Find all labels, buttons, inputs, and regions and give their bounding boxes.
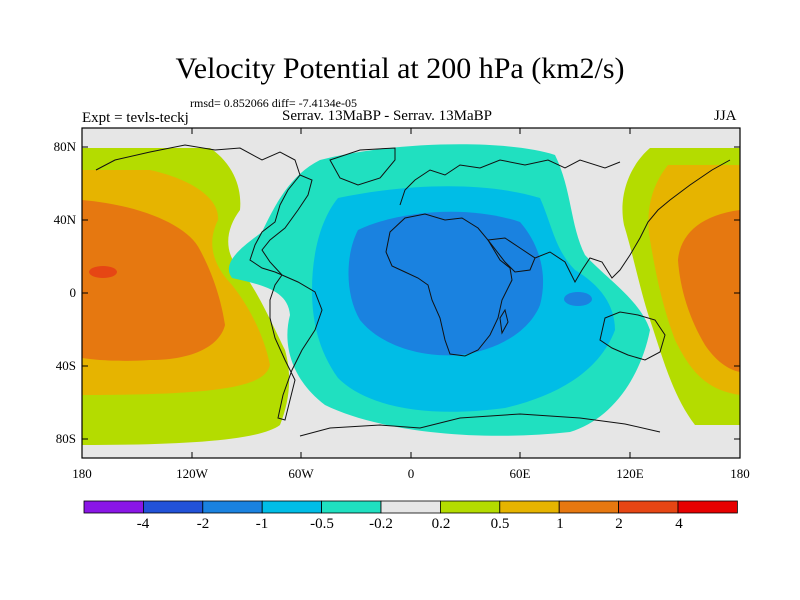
lon-label-120w: 120W <box>176 466 208 481</box>
lon-label-180w: 180 <box>72 466 92 481</box>
lon-label-180e: 180 <box>730 466 750 481</box>
colorbar-swatch <box>558 500 620 514</box>
field-orange-east <box>678 210 740 372</box>
coast-antarctica <box>299 413 661 437</box>
lon-label-120e: 120E <box>616 466 644 481</box>
colorbar-label: 2 <box>615 516 623 532</box>
colorbar-swatch <box>202 500 263 514</box>
colorbar-swatch <box>439 500 501 514</box>
coast-greenland <box>329 147 396 186</box>
lat-label-80s: 80S <box>55 431 76 446</box>
plot-title: Velocity Potential at 200 hPa (km2/s) <box>175 52 625 85</box>
experiment-subtitle: Serrav. 13MaBP - Serrav. 13MaBP <box>282 108 492 124</box>
colorbar <box>83 500 738 514</box>
colorbar-swatch <box>83 500 144 514</box>
colorbar-label: -2 <box>196 516 210 532</box>
coast-europe <box>399 159 621 206</box>
colorbar-swatch <box>142 500 204 514</box>
stats-label: rmsd= 0.852066 diff= -7.4134e-05 <box>190 96 357 110</box>
coast-south-america <box>269 274 323 421</box>
colorbar-label: 0.2 <box>431 516 451 532</box>
colorbar-swatch <box>677 500 738 514</box>
season-label: JJA <box>714 108 737 124</box>
field-orange-west <box>82 200 225 361</box>
lat-label-40n: 40N <box>53 212 76 227</box>
colorbar-label: -1 <box>255 516 269 532</box>
colorbar-label: 0.5 <box>490 516 510 532</box>
lat-label-40s: 40S <box>55 358 76 373</box>
field-red-west <box>89 266 117 278</box>
velocity-field <box>82 128 740 458</box>
lat-label-80n: 80N <box>53 139 76 154</box>
coast-arabia <box>487 237 536 273</box>
colorbar-swatch <box>380 500 441 514</box>
colorbar-label: -0.5 <box>310 516 334 532</box>
colorbar-label: 4 <box>675 516 683 532</box>
coast-africa <box>385 213 513 357</box>
tick-marks <box>82 128 740 458</box>
colorbar-label: 1 <box>556 516 564 532</box>
field-blue <box>348 211 544 356</box>
coastlines <box>95 144 731 437</box>
experiment-label: Expt = tevls-teckj <box>82 110 189 126</box>
colorbar-label: -4 <box>136 516 150 532</box>
lat-label-0: 0 <box>69 285 77 300</box>
colorbar-label: -0.2 <box>369 516 393 532</box>
coast-north-america <box>95 144 313 276</box>
colorbar-swatch <box>261 500 323 514</box>
coast-australia <box>599 311 666 361</box>
coast-asia <box>534 159 731 284</box>
lon-label-0: 0 <box>407 466 415 481</box>
lon-label-60e: 60E <box>509 466 531 481</box>
coast-madagascar <box>499 308 509 335</box>
colorbar-swatch <box>618 500 679 514</box>
field-blue-indian <box>564 292 592 306</box>
colorbar-swatch <box>321 500 382 514</box>
lon-label-60w: 60W <box>288 466 314 481</box>
colorbar-swatch <box>499 500 560 514</box>
